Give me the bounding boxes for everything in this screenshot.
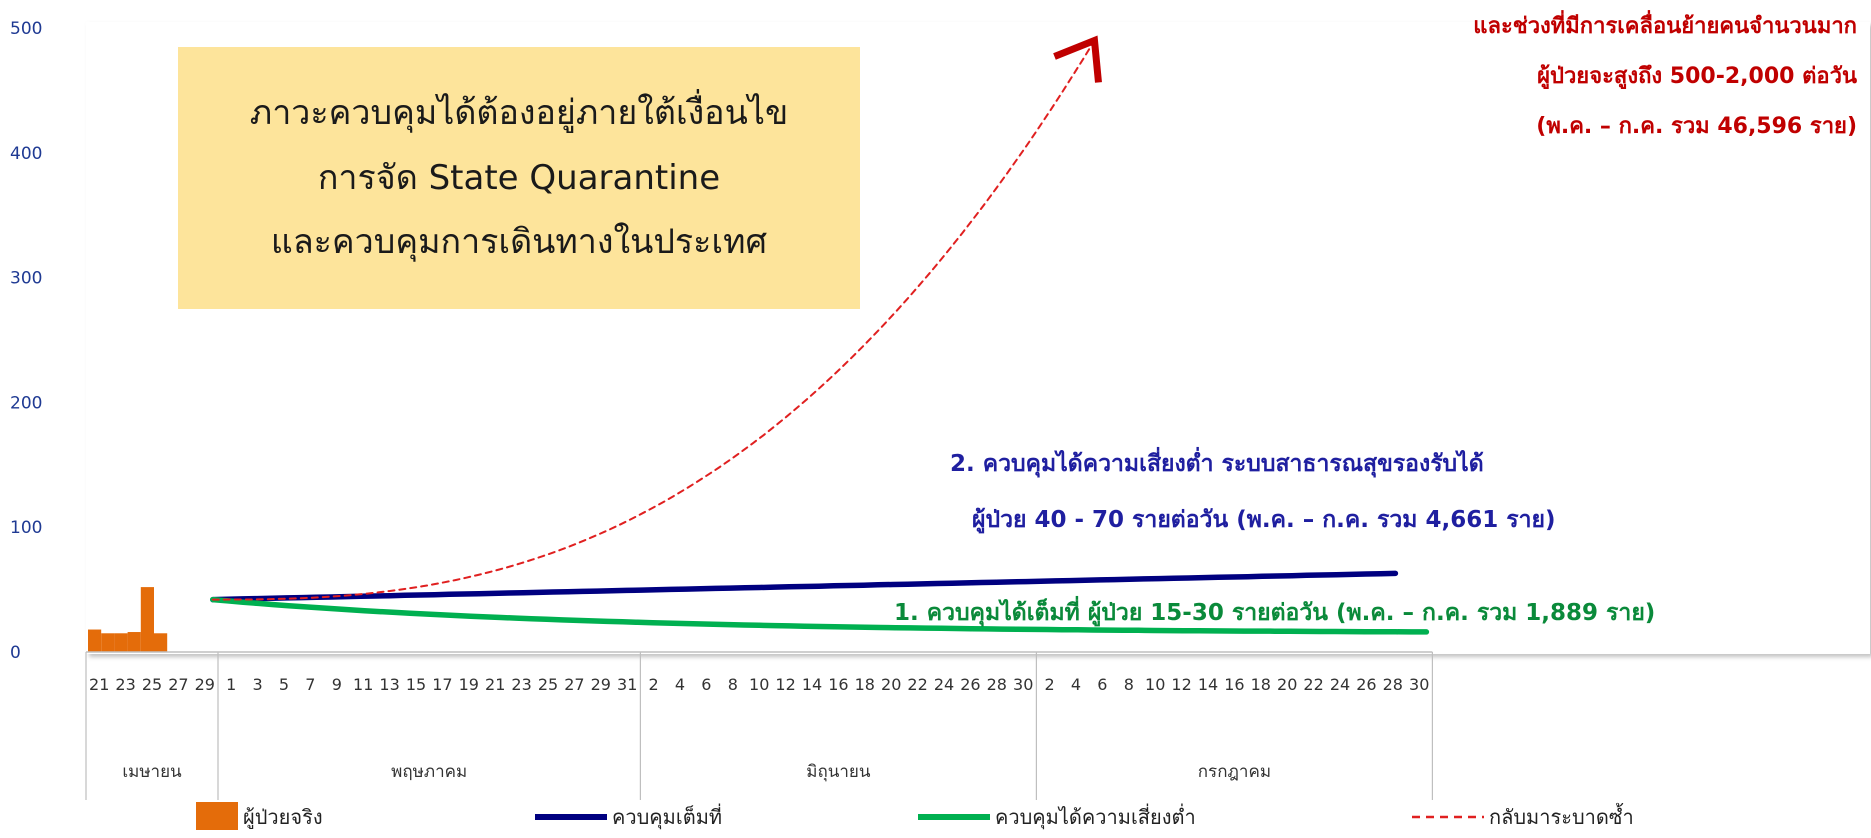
x-tick-label: 3 <box>253 675 263 694</box>
y-tick-label: 200 <box>10 393 42 413</box>
blue-annotation-line-1: 2. ควบคุมได้ความเสี่ยงต่ำ ระบบสาธารณสุขร… <box>950 451 1484 477</box>
y-tick-label: 500 <box>10 19 42 39</box>
x-tick-label: 14 <box>802 675 822 694</box>
y-tick-label: 300 <box>10 269 42 289</box>
bar <box>114 633 128 652</box>
note-line-1: ภาวะควบคุมได้ต้องอยู่ภายใต้เงื่อนไข <box>249 93 789 134</box>
condition-note-box: ภาวะควบคุมได้ต้องอยู่ภายใต้เงื่อนไข การจ… <box>178 47 860 309</box>
x-tick-label: 5 <box>279 675 289 694</box>
red-annotation-line-3: (พ.ค. – ก.ค. รวม 46,596 ราย) <box>1536 114 1857 139</box>
green-annotation-line-1: 1. ควบคุมได้เต็มที่ ผู้ป่วย 15-30 รายต่อ… <box>894 600 1656 626</box>
x-tick-label: 29 <box>591 675 611 694</box>
x-tick-label: 2 <box>649 675 659 694</box>
x-tick-label: 8 <box>728 675 738 694</box>
blue-annotation-line-2: ผู้ป่วย 40 - 70 รายต่อวัน (พ.ค. – ก.ค. ร… <box>972 507 1556 533</box>
legend-label: กลับมาระบาดซ้ำ <box>1489 803 1634 829</box>
y-tick-label: 100 <box>10 518 42 538</box>
x-tick-label: 19 <box>459 675 479 694</box>
x-tick-label: 28 <box>1383 675 1403 694</box>
x-tick-label: 13 <box>379 675 399 694</box>
month-label: เมษายน <box>122 762 182 782</box>
x-tick-label: 23 <box>115 675 135 694</box>
y-tick-label: 400 <box>10 144 42 164</box>
x-tick-label: 26 <box>1356 675 1376 694</box>
bar <box>101 633 115 652</box>
arrow-annotation <box>1053 35 1102 83</box>
x-tick-label: 8 <box>1124 675 1134 694</box>
x-tick-label: 30 <box>1013 675 1033 694</box>
x-tick-label: 18 <box>1251 675 1271 694</box>
x-tick-label: 6 <box>701 675 711 694</box>
x-tick-label: 28 <box>987 675 1007 694</box>
x-tick-label: 12 <box>1171 675 1191 694</box>
x-tick-label: 2 <box>1045 675 1055 694</box>
x-tick-label: 12 <box>775 675 795 694</box>
bar <box>88 629 102 652</box>
series-line <box>211 39 1096 601</box>
month-label: มิถุนายน <box>806 762 871 782</box>
red-annotation-line-2: ผู้ป่วยจะสูงถึง 500-2,000 ต่อวัน <box>1537 64 1857 89</box>
legend: ผู้ป่วยจริง ควบคุมเต็มที่ ควบคุมได้ความเสี… <box>196 802 1634 830</box>
x-tick-label: 21 <box>485 675 505 694</box>
x-tick-label: 25 <box>538 675 558 694</box>
month-label: กรกฎาคม <box>1198 762 1271 782</box>
legend-label: ควบคุมได้ความเสี่ยงต่ำ <box>995 803 1196 830</box>
x-tick-label: 10 <box>749 675 769 694</box>
legend-swatch-bar <box>196 802 238 830</box>
x-tick-label: 27 <box>168 675 188 694</box>
x-tick-label: 29 <box>195 675 215 694</box>
x-tick-label: 21 <box>89 675 109 694</box>
x-tick-label: 1 <box>226 675 236 694</box>
x-tick-label: 24 <box>1330 675 1350 694</box>
x-tick-label: 4 <box>1071 675 1081 694</box>
x-tick-label: 23 <box>511 675 531 694</box>
legend-label: ผู้ป่วยจริง <box>243 805 323 830</box>
bar-series <box>88 587 168 652</box>
series-line <box>210 570 1399 603</box>
x-axis: 21 23 25 27 29 1 3 5 7 9 11 13 15 17 19 21 23 25 27 29 31 2 4 6… <box>86 651 1433 782</box>
x-tick-label: 6 <box>1097 675 1107 694</box>
x-tick-label: 11 <box>353 675 373 694</box>
x-axis-grid <box>85 652 1434 800</box>
x-tick-label: 4 <box>675 675 685 694</box>
series-line <box>210 596 1430 635</box>
x-tick-label: 22 <box>1303 675 1323 694</box>
x-tick-label: 24 <box>934 675 954 694</box>
note-line-3: และควบคุมการเดินทางในประเทศ <box>270 222 768 263</box>
x-tick-label: 9 <box>332 675 342 694</box>
bar <box>127 632 141 652</box>
x-tick-label: 15 <box>406 675 426 694</box>
y-tick-label: 0 <box>10 643 21 663</box>
x-tick-label: 16 <box>828 675 848 694</box>
y-axis: 0 100 200 300 400 500 <box>10 19 42 663</box>
x-tick-label: 14 <box>1198 675 1218 694</box>
x-tick-label: 17 <box>432 675 452 694</box>
month-label: พฤษภาคม <box>391 762 467 782</box>
x-tick-label: 16 <box>1224 675 1244 694</box>
x-tick-label: 20 <box>1277 675 1297 694</box>
bar <box>154 633 168 652</box>
x-tick-label: 22 <box>907 675 927 694</box>
x-tick-label: 20 <box>881 675 901 694</box>
legend-label: ควบคุมเต็มที่ <box>612 803 722 830</box>
x-tick-label: 18 <box>855 675 875 694</box>
x-tick-label: 31 <box>617 675 637 694</box>
x-tick-label: 7 <box>305 675 315 694</box>
note-line-2: การจัด State Quarantine <box>317 157 721 198</box>
red-annotation-line-1: และช่วงที่มีการเคลื่อนย้ายคนจำนวนมาก <box>1473 14 1857 39</box>
arrow-head <box>1053 35 1102 83</box>
x-tick-label: 30 <box>1409 675 1429 694</box>
line-series <box>210 39 1430 635</box>
x-tick-label: 27 <box>564 675 584 694</box>
bar <box>140 587 154 652</box>
x-tick-label: 25 <box>142 675 162 694</box>
x-tick-label: 26 <box>960 675 980 694</box>
x-tick-label: 10 <box>1145 675 1165 694</box>
